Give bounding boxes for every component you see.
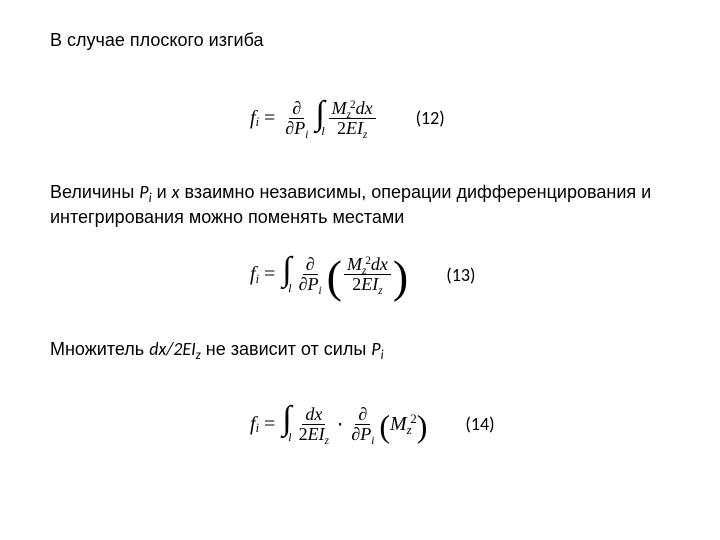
para-1: В случае плоского изгиба: [50, 28, 670, 52]
eq14-den2: 2: [299, 424, 308, 444]
eq14-Pi-P: P: [360, 424, 371, 444]
equation-13: fi = ∫ l ∂ ∂Pi ( Mz2dx 2EIz: [250, 254, 408, 295]
equation-12-row: fi = ∂ ∂Pi ∫ l Mz2dx 2EIz: [50, 86, 670, 150]
integral-icon: ∫ l: [282, 403, 291, 444]
eq12-Pi-i: i: [305, 129, 308, 141]
para-3: Множитель dx/2EIz не зависит от силы Pi: [50, 337, 670, 361]
partial-icon: ∂: [289, 99, 304, 119]
eq13-den2: 2: [352, 274, 361, 294]
eq14-dx: dx: [302, 405, 325, 425]
integral-icon: ∫ l: [282, 254, 291, 295]
eq14-partial: ∂ ∂Pi: [348, 405, 377, 444]
eq-equals-icon: =: [264, 107, 275, 130]
equation-number-14: (14): [465, 413, 494, 435]
eq-equals-icon: =: [264, 413, 275, 436]
eq-equals-icon: =: [264, 263, 275, 286]
p2-Pi-i: i: [149, 191, 152, 206]
eq12-Iz: z: [363, 129, 367, 141]
eq12-den2: 2: [337, 118, 346, 138]
eq13-Pi-i: i: [319, 285, 322, 297]
eq13-fi: i: [256, 272, 259, 287]
p3-mid: не зависит от силы: [201, 339, 372, 359]
partial-icon: ∂: [303, 255, 318, 275]
eq12-int-lower: l: [321, 124, 324, 139]
eq13-E: E: [361, 274, 372, 294]
eq14-I: I: [319, 424, 325, 444]
eq12-f-sub: i: [256, 115, 259, 130]
p2-mid1: и: [152, 182, 172, 202]
dot-icon: ⋅: [337, 412, 343, 437]
eq14-frac: dx 2EIz: [296, 405, 332, 444]
equation-12: fi = ∂ ∂Pi ∫ l Mz2dx 2EIz: [250, 98, 378, 139]
eq13-int-lower: l: [288, 281, 291, 296]
p3-Pi-i: i: [381, 348, 384, 363]
eq13-dx: dx: [371, 254, 388, 274]
eq12-M: M: [332, 98, 347, 118]
eq14-Pi-i: i: [371, 435, 374, 447]
eq12-dx: dx: [356, 98, 373, 118]
para-2: Величины Pi и x взаимно независимы, опер…: [50, 180, 670, 229]
p3-dxz: z: [196, 348, 201, 363]
equation-number-12: (12): [416, 107, 445, 129]
eq14-int-lower: l: [288, 430, 291, 445]
p3-dx: dx/2EI: [149, 338, 195, 360]
eq12-partial: ∂ ∂Pi: [282, 99, 311, 138]
equation-13-row: fi = ∫ l ∂ ∂Pi ( Mz2dx 2EIz: [50, 243, 670, 307]
eq13-M2: 2: [365, 255, 371, 267]
equation-14-row: fi = ∫ l dx 2EIz ⋅ ∂ ∂Pi (: [50, 395, 670, 453]
partial-icon: ∂: [355, 405, 370, 425]
eq14-Iz: z: [325, 435, 329, 447]
eq13-Iz: z: [378, 285, 382, 297]
p2-pre: Величины: [50, 182, 139, 202]
eq14-fi: i: [256, 421, 259, 436]
eq13-M: M: [347, 254, 362, 274]
eq12-Pi-P: P: [294, 118, 305, 138]
page: В случае плоского изгиба fi = ∂ ∂Pi ∫ l …: [0, 0, 720, 540]
integral-icon: ∫ l: [315, 98, 324, 139]
p2-Pi-P: P: [139, 181, 148, 203]
p3-pre: Множитель: [50, 339, 149, 359]
eq13-Pi-P: P: [308, 274, 319, 294]
eq12-main-frac: Mz2dx 2EIz: [329, 99, 376, 138]
equation-number-13: (13): [446, 264, 475, 286]
eq13-partial: ∂ ∂Pi: [296, 255, 325, 294]
eq14-M2: 2: [411, 412, 417, 426]
eq12-M2: 2: [350, 99, 356, 111]
partial-icon: ∂: [351, 424, 360, 444]
partial-icon: ∂: [299, 274, 308, 294]
equation-14: fi = ∫ l dx 2EIz ⋅ ∂ ∂Pi (: [250, 403, 427, 444]
p3-Pi-P: P: [371, 338, 380, 360]
eq13-Mz: z: [362, 265, 366, 277]
eq14-E: E: [308, 424, 319, 444]
partial-icon: ∂: [285, 118, 294, 138]
eq14-M: M: [390, 413, 407, 435]
eq13-inner-frac: Mz2dx 2EIz: [344, 255, 391, 294]
